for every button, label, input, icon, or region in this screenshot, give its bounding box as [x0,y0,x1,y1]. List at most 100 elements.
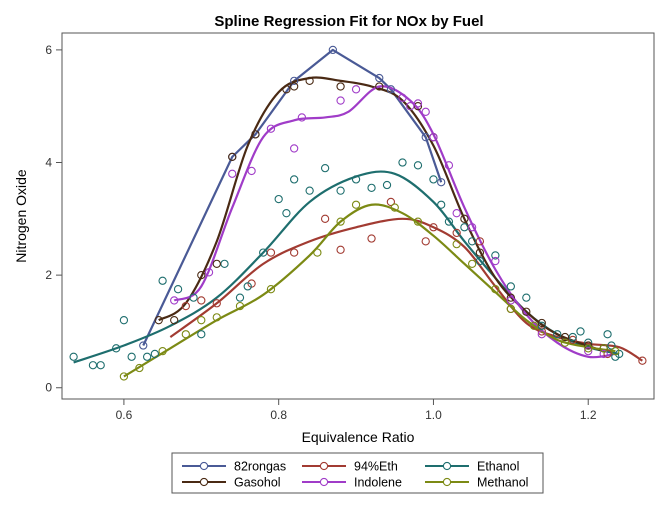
legend-label: 94%Eth [354,460,398,474]
data-point [220,259,229,269]
data-point [212,259,221,269]
data-point [135,363,144,373]
legend-label: Methanol [477,476,528,490]
data-point [212,313,221,322]
data-point [390,203,399,212]
fit-line [142,48,443,346]
x-tick-label: 0.6 [116,408,133,422]
data-point [142,352,152,361]
data-point [197,270,206,280]
x-axis-label: Equivalence Ratio [302,429,415,445]
data-point [467,223,477,232]
legend-marker [442,477,452,487]
legend-marker [199,461,209,471]
y-tick-label: 0 [45,381,52,395]
data-point [290,175,299,184]
legend-item: 82rongas [182,460,286,474]
data-point [491,256,500,266]
legend: 82rongas 94%Eth Ethanol Gasohol Indolene Meth… [182,460,528,490]
data-point [320,214,330,223]
data-point [437,200,446,209]
x-axis-ticks: 0.6 0.8 1.0 1.2 [116,399,597,422]
data-point [290,76,299,86]
data-point [506,293,515,302]
data-point [69,352,78,361]
data-point [235,293,245,302]
data-point [251,130,260,139]
data-point [413,217,423,226]
fit-line [123,203,616,378]
legend-box [171,452,544,494]
data-point [529,321,539,330]
data-point [158,276,167,285]
fit-line [173,85,616,359]
data-point [386,197,396,207]
data-point [398,158,407,167]
data-points [69,45,647,381]
data-point [506,304,515,314]
data-point [452,228,461,238]
data-point [228,169,237,178]
data-point [266,124,276,133]
fit-line [73,170,620,364]
data-point [297,113,307,122]
data-point [522,307,531,316]
y-axis-label: Nitrogen Oxide [13,169,29,263]
data-point [491,285,500,294]
data-point [382,180,392,190]
data-point [170,296,179,305]
data-point [158,346,167,356]
data-point [150,349,160,359]
legend-label: Ethanol [477,460,519,474]
data-point [170,316,179,325]
data-point [274,194,283,204]
data-point [467,259,477,269]
data-point [421,237,430,246]
legend-marker [319,461,329,471]
data-point [266,248,276,257]
data-point [475,256,485,266]
data-point [228,152,237,162]
data-point [413,99,423,108]
fit-lines [73,48,643,378]
data-point [243,282,252,291]
legend-item: Ethanol [425,460,519,474]
data-point [173,285,183,294]
data-point [437,178,446,187]
data-point [351,200,361,209]
data-point [560,338,570,347]
data-point [491,251,500,260]
data-point [336,245,345,254]
data-point [584,341,593,350]
data-point [313,248,322,257]
data-point [305,186,314,195]
data-point [181,301,190,311]
legend-label: 82rongas [234,460,286,474]
data-point [460,223,469,232]
data-point [367,183,376,192]
data-point [305,76,314,86]
data-point [375,73,384,83]
data-point [351,85,361,94]
legend-label: Indolene [354,476,402,490]
data-point [259,248,268,257]
data-point [444,161,454,170]
chart-title: Spline Regression Fit for NOx by Fuel [214,13,483,30]
data-point [429,223,438,232]
data-point [607,341,616,350]
y-tick-label: 2 [45,268,52,282]
data-point [576,327,585,336]
plot-frame [61,32,655,400]
data-point [467,237,477,246]
data-point [560,332,570,342]
data-point [119,372,129,381]
data-point [537,327,546,336]
data-point [328,45,337,55]
data-point [506,296,515,305]
data-point [429,133,438,142]
data-point [537,330,546,339]
data-point [386,85,396,94]
data-point [599,349,608,359]
